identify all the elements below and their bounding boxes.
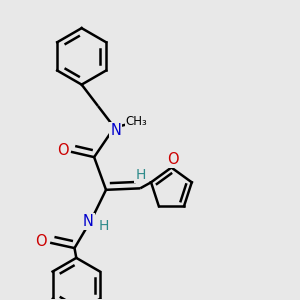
Text: N: N (83, 214, 94, 229)
Text: CH₃: CH₃ (126, 115, 148, 128)
Text: O: O (35, 234, 47, 249)
Text: H: H (98, 219, 109, 233)
Text: O: O (57, 143, 68, 158)
Text: O: O (167, 152, 178, 167)
Text: N: N (110, 123, 121, 138)
Text: H: H (136, 168, 146, 182)
